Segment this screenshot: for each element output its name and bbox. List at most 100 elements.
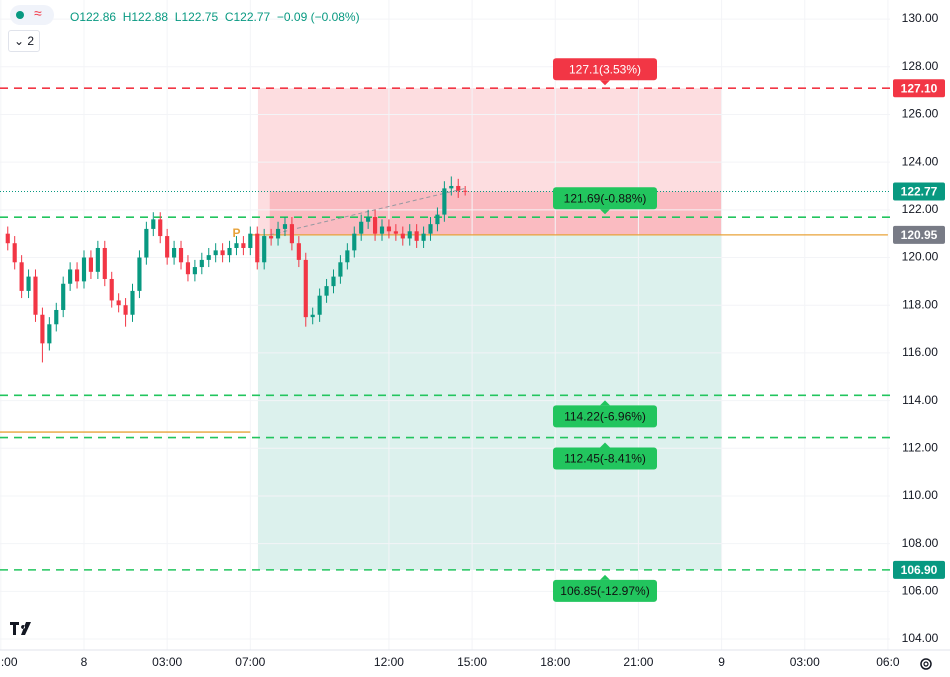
candle-body [282, 224, 288, 229]
layers-count: 2 [27, 34, 35, 48]
level-label: 112.45(-8.41%) [564, 452, 646, 466]
loss-zone [257, 234, 722, 570]
candle-body [227, 247, 232, 256]
candle-body [185, 262, 191, 275]
level-label-arrow [600, 442, 610, 448]
pivot-label: P [232, 226, 240, 240]
candle-body [317, 295, 322, 315]
candle-body [366, 216, 371, 222]
candle-body [386, 226, 392, 232]
candle-body [359, 221, 364, 234]
candle-body [26, 276, 31, 291]
candle-body [289, 224, 294, 244]
candle-body [81, 257, 87, 282]
candle-body [102, 247, 107, 279]
y-tick-label: 130.00 [902, 11, 939, 25]
candle-body [345, 250, 350, 263]
y-tick-label: 114.00 [902, 393, 938, 407]
candle-body [74, 269, 80, 282]
price-badge [893, 225, 945, 244]
candle-body [393, 231, 398, 234]
candle-body [310, 314, 315, 318]
y-tick-label: 124.00 [902, 154, 939, 168]
candle-body [116, 300, 121, 306]
logo[interactable] [10, 622, 31, 635]
y-tick-label: 106.00 [902, 584, 939, 598]
candle-body [248, 233, 253, 248]
candle-body [303, 259, 308, 318]
candle-body [47, 324, 52, 344]
candle-body [88, 257, 94, 272]
candle-body [456, 185, 461, 191]
y-tick-label: 110.00 [902, 488, 938, 502]
candle-body [33, 276, 38, 315]
x-tick-label: 15:00 [457, 655, 487, 669]
candle-body [428, 224, 433, 234]
y-tick-label: 108.00 [902, 536, 939, 550]
legend-change: −0.09 (−0.08%) [276, 10, 360, 24]
settings-button[interactable] [920, 658, 932, 670]
x-tick-label: 9 [718, 655, 725, 669]
candle-body [192, 267, 197, 275]
x-tick-label: 18:00 [540, 655, 570, 669]
y-tick-label: 120.00 [902, 250, 939, 264]
level-label-box [553, 187, 657, 210]
candle-body [123, 305, 128, 315]
level-label-box [553, 58, 657, 81]
y-tick-label: 126.00 [902, 107, 939, 121]
candle-body [338, 262, 343, 277]
price-badge [893, 560, 945, 579]
candle-body [331, 276, 336, 287]
level-label: 114.22(-6.96%) [564, 410, 646, 424]
candle-body [68, 269, 73, 284]
x-tick-label: 06:0 [876, 655, 900, 669]
candle-body [5, 233, 10, 244]
x-tick-label: :00 [1, 655, 18, 669]
level-label-arrow [600, 574, 610, 580]
candle-body [178, 247, 184, 263]
price-badge [893, 79, 945, 98]
y-tick-label: 116.00 [902, 345, 938, 359]
profit-zone [257, 88, 722, 235]
ohlc-legend: O122.86 H122.88 L122.75 C122.77 −0.09 (−… [70, 10, 360, 24]
price-badge [893, 182, 945, 201]
y-tick-label: 104.00 [902, 631, 939, 645]
y-tick-label: 118.00 [902, 297, 938, 311]
price-badge-label: 120.95 [901, 228, 938, 242]
candle-body [206, 255, 211, 260]
candle-body [421, 233, 426, 241]
candle-body [296, 243, 301, 260]
candle-body [130, 290, 135, 315]
level-label: 121.69(-0.88%) [564, 191, 647, 205]
chart-type-toggle[interactable]: ≈ [10, 5, 54, 25]
candle-body [379, 226, 385, 234]
price-badge-label: 106.90 [901, 563, 938, 577]
x-tick-label: 12:00 [374, 655, 404, 669]
y-tick-label: 122.00 [902, 202, 939, 216]
layers-button[interactable]: ⌄ 2 [8, 30, 40, 52]
level-label-arrow [600, 209, 610, 215]
candle-body [54, 309, 59, 325]
candle-body [269, 236, 274, 239]
candle-body [220, 250, 225, 256]
candle-body [255, 233, 260, 263]
collapse-icon: ⌄ [13, 34, 25, 48]
candle-body [407, 231, 412, 239]
level-label-box [553, 447, 657, 470]
y-tick-label: 112.00 [902, 440, 938, 454]
legend-low: L122.75 [174, 10, 219, 24]
candle-body [213, 250, 218, 256]
candle-body [414, 231, 419, 241]
x-tick-label: 21:00 [623, 655, 653, 669]
wave-icon: ≈ [34, 5, 42, 21]
candle-body [95, 247, 100, 272]
candle-body [449, 185, 454, 189]
legend-close: C122.77 [224, 10, 271, 24]
candle-body [40, 314, 45, 344]
candle-body [12, 243, 17, 263]
price-badge-label: 122.77 [901, 185, 938, 199]
candle-body [19, 262, 24, 291]
candle-body [137, 257, 142, 291]
y-tick-label: 128.00 [902, 59, 939, 73]
